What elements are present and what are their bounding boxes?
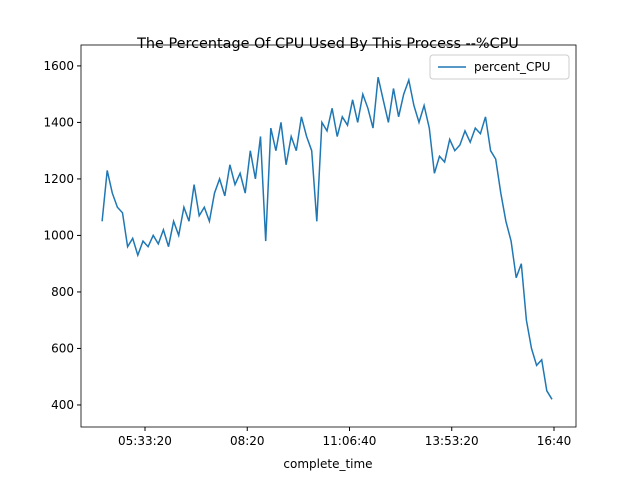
y-tick-label: 1400 [43, 115, 74, 129]
x-axis-label: complete_time [283, 457, 372, 471]
y-tick-label: 1200 [43, 172, 74, 186]
chart-title: The Percentage Of CPU Used By This Proce… [136, 36, 519, 52]
legend-box [429, 54, 570, 80]
y-tick-label: 400 [51, 398, 74, 412]
y-tick-label: 600 [51, 341, 74, 355]
x-tick-label: 13:53:20 [425, 434, 479, 448]
y-tick-label: 1600 [43, 59, 74, 73]
y-tick-label: 800 [51, 285, 74, 299]
legend-label: percent_CPU [474, 60, 550, 74]
x-tick-label: 08:20 [230, 434, 265, 448]
line [101, 77, 553, 400]
x-tick-label: 16:40 [537, 434, 572, 448]
y-tick-label: 1000 [43, 228, 74, 242]
plot-frame [80, 44, 577, 428]
x-tick-label: 11:06:40 [323, 434, 377, 448]
x-tick-label: 05:33:20 [118, 434, 172, 448]
